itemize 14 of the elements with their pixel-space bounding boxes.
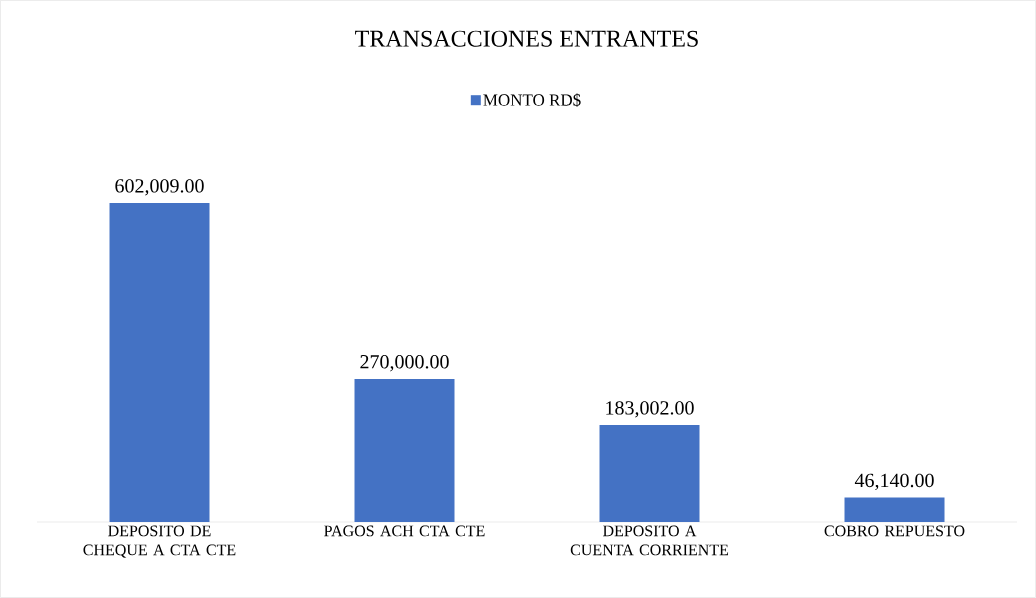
legend-label: MONTO RD$ xyxy=(483,93,581,107)
bar xyxy=(354,378,455,522)
x-tick-label: DEPOSITO A CUENTA CORRIENTE xyxy=(570,525,729,556)
bar xyxy=(599,425,700,522)
data-label: 602,009.00 xyxy=(115,179,204,196)
x-tick-label: PAGOS ACH CTA CTE xyxy=(324,525,485,537)
data-label: 46,140.00 xyxy=(854,473,934,491)
data-label: 183,002.00 xyxy=(606,401,694,418)
bar xyxy=(109,203,210,522)
data-label: 270,000.00 xyxy=(360,355,449,372)
x-tick-label: DEPOSITO DE CHEQUE A CTA CTE xyxy=(83,525,236,558)
chart-title: TRANSACCIONES ENTRANTES xyxy=(355,30,698,47)
bar xyxy=(844,497,945,522)
x-tick-label: COBRO REPUESTO xyxy=(824,525,965,537)
